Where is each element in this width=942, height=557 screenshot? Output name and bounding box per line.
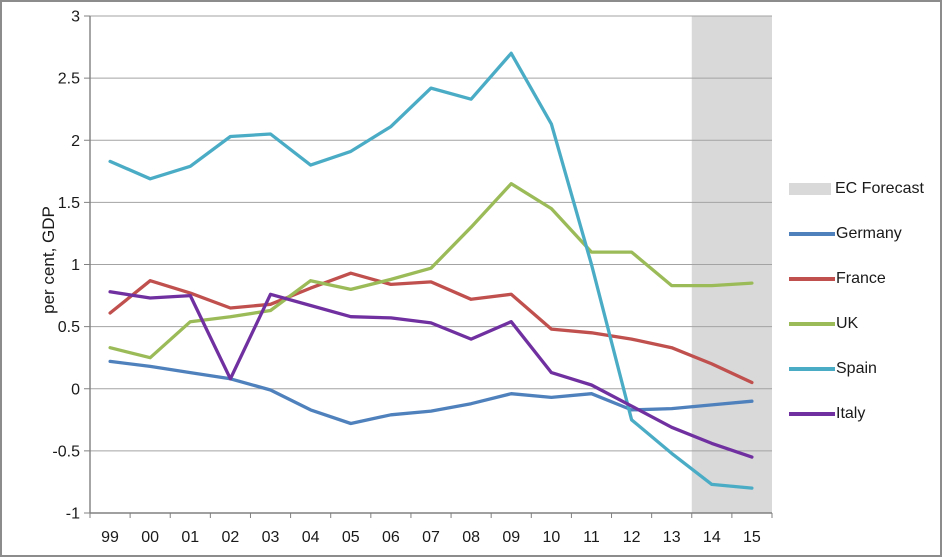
legend-item-uk: UK: [789, 314, 924, 334]
legend-label-ec-forecast: EC Forecast: [835, 180, 924, 197]
y-tick-label--1: -1: [66, 506, 80, 523]
legend-label-germany: Germany: [836, 225, 902, 242]
y-tick-label-2: 2: [71, 133, 80, 150]
y-tick-label-3: 3: [71, 9, 80, 26]
series-line-uk: [108, 182, 754, 360]
x-tick-label-01: 01: [181, 529, 199, 546]
x-tick-label-12: 12: [623, 529, 641, 546]
y-tick-label-0: 0: [71, 381, 80, 398]
x-tick-label-11: 11: [583, 529, 600, 546]
x-tick-label-10: 10: [542, 529, 560, 546]
x-tick-label-14: 14: [703, 529, 721, 546]
y-tick-label-1: 1: [71, 257, 80, 274]
x-tick-label-03: 03: [262, 529, 280, 546]
x-tick-label-99: 99: [101, 529, 119, 546]
legend-swatch-italy: [789, 412, 835, 416]
series-line-germany: [108, 359, 754, 426]
legend-swatch-ec-forecast: [789, 183, 831, 195]
x-tick-label-15: 15: [743, 529, 761, 546]
x-tick-label-00: 00: [141, 529, 159, 546]
y-tick-label-1.5: 1.5: [58, 195, 80, 212]
y-axis-title: per cent, GDP: [39, 206, 58, 314]
legend-item-ec-forecast: EC Forecast: [789, 179, 924, 199]
x-tick-label-06: 06: [382, 529, 400, 546]
legend-label-spain: Spain: [836, 360, 877, 377]
series-line-italy: [108, 290, 754, 459]
x-tick-label-08: 08: [462, 529, 480, 546]
legend-swatch-france: [789, 277, 835, 281]
y-tick-label-0.5: 0.5: [58, 319, 80, 336]
legend-item-italy: Italy: [789, 404, 924, 424]
series-line-spain: [108, 51, 754, 490]
legend-swatch-germany: [789, 232, 835, 236]
x-tick-label-04: 04: [302, 529, 320, 546]
legend-item-spain: Spain: [789, 359, 924, 379]
chart-legend: EC Forecast Germany France UK Spain Italy: [789, 179, 924, 449]
x-tick-label-13: 13: [663, 529, 681, 546]
legend-swatch-spain: [789, 367, 835, 371]
x-tick-label-09: 09: [502, 529, 520, 546]
x-tick-label-07: 07: [422, 529, 440, 546]
x-tick-label-02: 02: [222, 529, 240, 546]
y-tick-label-2.5: 2.5: [58, 71, 80, 88]
legend-label-france: France: [836, 270, 886, 287]
y-tick-label--0.5: -0.5: [52, 443, 80, 460]
series-line-france: [108, 271, 754, 385]
x-tick-label-05: 05: [342, 529, 360, 546]
legend-label-italy: Italy: [836, 405, 866, 422]
legend-label-uk: UK: [836, 315, 859, 332]
legend-item-germany: Germany: [789, 224, 924, 244]
legend-swatch-uk: [789, 322, 835, 326]
legend-item-france: France: [789, 269, 924, 289]
